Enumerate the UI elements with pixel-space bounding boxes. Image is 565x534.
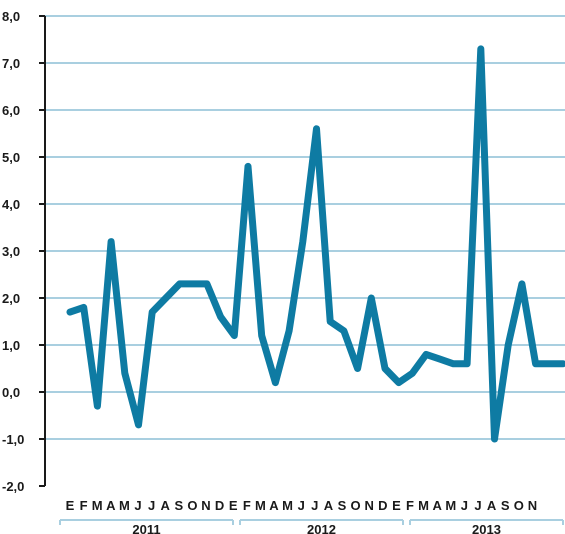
x-month-label: N — [365, 498, 374, 513]
x-month-label: J — [474, 498, 481, 513]
y-tick-labels: -2,0 -1,0 0,0 1,0 2,0 3,0 4,0 5,0 6,0 7,0 8,0 — [2, 9, 24, 494]
x-year-label: 2012 — [307, 522, 336, 534]
y-tick-label: 8,0 — [2, 9, 20, 24]
y-axis — [39, 15, 46, 487]
x-month-label: S — [501, 498, 510, 513]
x-month-label: J — [311, 498, 318, 513]
x-month-label: S — [338, 498, 347, 513]
x-month-label: M — [418, 498, 429, 513]
y-tick-label: -2,0 — [2, 479, 24, 494]
x-month-label: E — [66, 498, 75, 513]
y-tick-label: 1,0 — [2, 338, 20, 353]
x-month-label: J — [461, 498, 468, 513]
x-month-label: A — [269, 498, 279, 513]
x-month-label: M — [255, 498, 266, 513]
x-year-label: 2013 — [472, 522, 501, 534]
y-tick-label: 6,0 — [2, 103, 20, 118]
x-month-label: A — [487, 498, 497, 513]
x-month-label: F — [80, 498, 88, 513]
x-month-label: E — [392, 498, 401, 513]
x-month-label: J — [134, 498, 141, 513]
x-month-label: F — [406, 498, 414, 513]
x-year-labels: 2011 2012 2013 — [59, 519, 564, 534]
series-line — [66, 45, 565, 443]
x-month-label: M — [119, 498, 130, 513]
x-month-label: A — [433, 498, 443, 513]
y-tick-label: 0,0 — [2, 385, 20, 400]
x-month-label: N — [528, 498, 537, 513]
x-month-label: M — [445, 498, 456, 513]
x-month-label: A — [161, 498, 171, 513]
y-tick-label: 4,0 — [2, 197, 20, 212]
y-tick-label: 7,0 — [2, 56, 20, 71]
x-month-label: J — [148, 498, 155, 513]
x-month-label: D — [215, 498, 224, 513]
x-month-label: N — [201, 498, 210, 513]
x-month-label: D — [378, 498, 387, 513]
x-month-label: A — [106, 498, 116, 513]
x-month-label: O — [514, 498, 524, 513]
x-month-label: O — [351, 498, 361, 513]
y-tick-label: 2,0 — [2, 291, 20, 306]
y-tick-label: -1,0 — [2, 432, 24, 447]
x-month-label: M — [92, 498, 103, 513]
x-month-label: A — [324, 498, 334, 513]
x-month-label: J — [298, 498, 305, 513]
y-tick-label: 5,0 — [2, 150, 20, 165]
series-layer — [66, 45, 565, 443]
y-tick-label: 3,0 — [2, 244, 20, 259]
x-month-label: F — [243, 498, 251, 513]
x-month-label: S — [174, 498, 183, 513]
x-month-label: O — [187, 498, 197, 513]
x-year-label: 2011 — [132, 522, 160, 534]
x-month-label: M — [282, 498, 293, 513]
x-month-label: E — [229, 498, 238, 513]
